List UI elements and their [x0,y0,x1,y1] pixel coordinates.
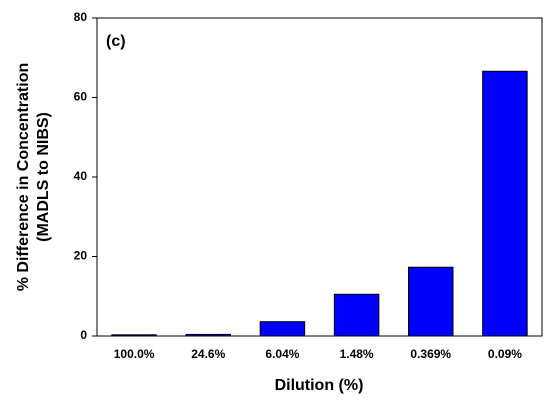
x-tick-label: 1.48% [340,347,374,361]
y-tick-label: 60 [74,90,88,104]
y-tick-label: 40 [74,169,88,183]
x-tick-label: 0.369% [410,347,451,361]
panel-label: (c) [106,33,126,50]
bar [185,333,231,337]
y-axis-title: % Difference in Concentration [15,63,32,291]
bar [259,321,306,337]
x-axis-title: Dilution (%) [275,377,364,394]
x-tick-label: 24.6% [191,347,225,361]
y-tick-label: 80 [74,10,88,24]
bar [111,334,157,337]
y-tick-label: 0 [80,328,87,342]
bar [333,293,380,337]
y-tick-label: 20 [74,249,88,263]
bar [482,70,528,337]
x-tick-label: 6.04% [265,347,299,361]
x-tick-label: 100.0% [114,347,155,361]
bar [408,266,454,337]
y-axis-title: (MADLS to NIBS) [35,112,52,242]
x-tick-label: 0.09% [488,347,522,361]
plot-frame [96,17,543,337]
